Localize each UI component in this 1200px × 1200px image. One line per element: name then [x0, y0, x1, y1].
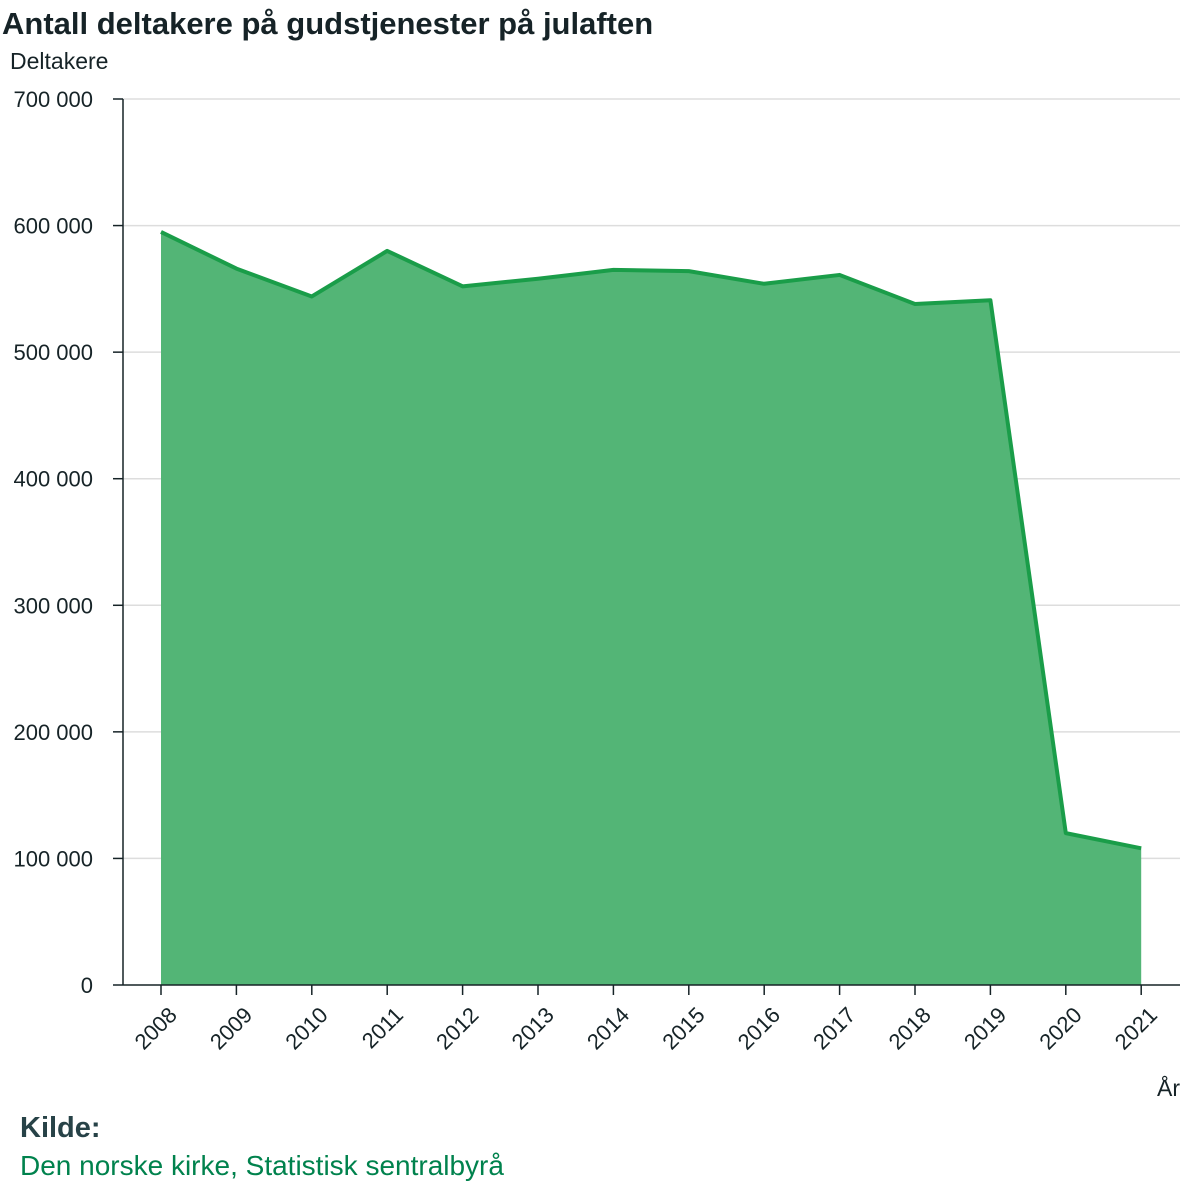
x-tick-label: 2014 — [582, 1002, 634, 1054]
chart-title: Antall deltakere på gudstjenester på jul… — [2, 6, 654, 41]
area-fill — [161, 231, 1142, 985]
y-axis-label: Deltakere — [10, 48, 108, 74]
x-tick-label: 2013 — [507, 1002, 559, 1054]
x-axis-ticks: 2008 2009 2010 2011 2012 2013 2014 2015 2016 2017… — [130, 985, 1162, 1054]
source-heading: Kilde: — [20, 1112, 101, 1144]
x-tick-label: 2016 — [733, 1002, 785, 1054]
y-tick-label: 100 000 — [13, 846, 93, 871]
y-tick-label: 0 — [81, 973, 93, 998]
x-tick-label: 2012 — [431, 1002, 483, 1054]
series-line — [160, 230, 1142, 851]
x-tick-label: 2021 — [1110, 1002, 1162, 1054]
x-tick-label: 2017 — [808, 1002, 860, 1054]
x-tick-label: 2018 — [884, 1002, 936, 1054]
axes — [122, 99, 1180, 986]
y-tick-label: 300 000 — [13, 593, 93, 618]
y-tick-label: 600 000 — [13, 214, 93, 239]
y-tick-label: 700 000 — [13, 87, 93, 112]
y-tick-label: 400 000 — [13, 467, 93, 492]
x-tick-label: 2011 — [357, 1002, 408, 1053]
data-area — [160, 230, 1142, 985]
x-tick-label: 2019 — [959, 1002, 1011, 1054]
x-tick-label: 2008 — [130, 1002, 182, 1054]
x-tick-label: 2015 — [657, 1002, 709, 1054]
x-tick-label: 2010 — [280, 1002, 332, 1054]
x-tick-label: 2020 — [1034, 1002, 1086, 1054]
x-tick-label: 2009 — [205, 1002, 257, 1054]
y-tick-label: 500 000 — [13, 340, 93, 365]
y-tick-label: 200 000 — [13, 720, 93, 745]
source-text: Den norske kirke, Statistisk sentralbyrå — [20, 1150, 504, 1181]
x-axis-label: År — [1157, 1074, 1180, 1101]
y-axis-ticks: 0 100 000 200 000 300 000 400 000 500 000 600 … — [13, 87, 123, 998]
